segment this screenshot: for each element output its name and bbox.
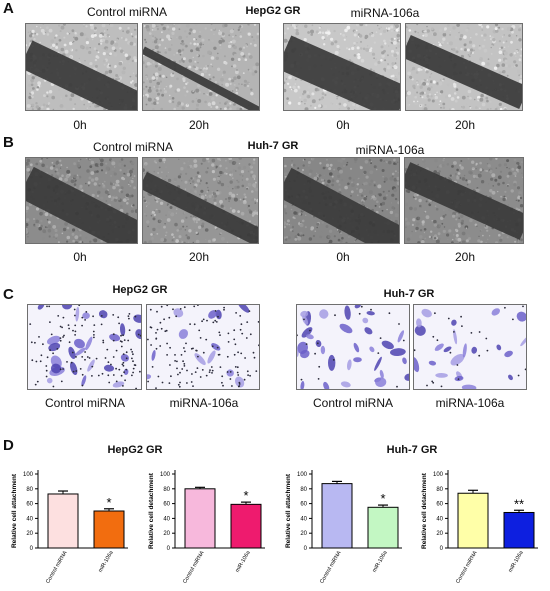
time-label-b1: 0h: [73, 250, 87, 264]
panel-a-group-mirna: miRNA-106a: [350, 6, 420, 20]
y-tick-label: 60: [26, 502, 33, 508]
x-category-label: Control miRNA: [182, 550, 206, 585]
bar-chart-hepg2-detachment: 0 20 40 60 80 100 Relative cell detachment Cont…: [137, 458, 277, 591]
y-tick-label: 60: [436, 502, 443, 508]
y-tick-label: 0: [30, 546, 34, 552]
y-axis-label: Relative cell attachment: [285, 473, 292, 548]
panel-b-cell-line: Huh-7 GR: [247, 140, 299, 152]
y-tick-label: 60: [300, 502, 307, 508]
wound-image-hepg2-mirna-0h: [283, 23, 401, 111]
time-label-a1: 0h: [73, 118, 87, 132]
bar-chart-huh7-attachment: 0 20 40 60 80 100 Relative cell attachment Cont…: [274, 458, 414, 591]
transwell-image-hepg2-mirna: [146, 304, 260, 390]
wound-image-huh7-mirna-0h: [283, 157, 400, 244]
x-category-label: Control miRNA: [45, 550, 69, 585]
y-tick-label: 80: [163, 487, 170, 493]
y-tick-label: 0: [304, 546, 308, 552]
time-label-b4: 20h: [454, 250, 476, 264]
wound-image-hepg2-control-0h: [25, 23, 138, 111]
panel-c-letter: C: [3, 286, 14, 303]
y-tick-label: 100: [433, 472, 444, 478]
bar: [457, 492, 489, 549]
wound-image-hepg2-mirna-20h: [405, 23, 523, 111]
panel-b-letter: B: [3, 134, 14, 151]
y-axis-label: Relative cell attachment: [11, 473, 18, 548]
time-label-a2: 20h: [188, 118, 210, 132]
x-category-label: miR-106a: [235, 549, 253, 573]
x-category-label: Control miRNA: [319, 550, 343, 585]
y-tick-label: 100: [297, 472, 308, 478]
bar: [47, 493, 79, 549]
panel-c-caption-1: Control miRNA: [44, 396, 125, 410]
bar-chart-huh7-detachment: 0 20 40 60 80 100 Relative cell detachment Cont…: [410, 458, 550, 591]
y-tick-label: 40: [436, 516, 443, 522]
panel-c-caption-2: miRNA-106a: [169, 396, 239, 410]
bar: [367, 506, 399, 549]
panel-b-group-control: Control miRNA: [92, 140, 173, 154]
transwell-image-huh7-mirna: [413, 304, 527, 390]
transwell-image-huh7-control: [296, 304, 410, 390]
y-tick-label: 40: [26, 516, 33, 522]
panel-d-cell-line-huh7: Huh-7 GR: [386, 444, 438, 456]
panel-c-cell-line-hepg2: HepG2 GR: [112, 284, 168, 296]
transwell-image-hepg2-control: [27, 304, 142, 390]
y-axis-label: Relative cell detachment: [148, 472, 155, 549]
y-tick-label: 80: [300, 487, 307, 493]
y-tick-label: 20: [436, 531, 443, 537]
significance-marker: *: [106, 495, 111, 510]
y-tick-label: 60: [163, 502, 170, 508]
time-label-b2: 20h: [188, 250, 210, 264]
y-tick-label: 40: [163, 516, 170, 522]
bar-chart-hepg2-attachment: 0 20 40 60 80 100 Relative cell attachment Cont…: [0, 458, 140, 591]
y-tick-label: 20: [300, 531, 307, 537]
bar: [321, 483, 353, 549]
x-category-label: miR-106a: [372, 549, 390, 573]
panel-d-letter: D: [3, 437, 14, 454]
wound-image-huh7-mirna-20h: [404, 157, 524, 244]
bar: [503, 511, 535, 549]
wound-image-hepg2-control-20h: [142, 23, 260, 111]
y-tick-label: 80: [436, 487, 443, 493]
time-label-b3: 0h: [336, 250, 350, 264]
bar: [230, 503, 262, 549]
panel-a-letter: A: [3, 0, 14, 17]
panel-a-group-control: Control miRNA: [86, 5, 167, 19]
wound-image-huh7-control-0h: [25, 157, 138, 244]
y-tick-label: 0: [440, 546, 444, 552]
bar: [184, 488, 216, 549]
wound-image-huh7-control-20h: [142, 157, 259, 244]
y-tick-label: 80: [26, 487, 33, 493]
y-axis-label: Relative cell detachment: [421, 472, 428, 549]
y-tick-label: 100: [23, 472, 34, 478]
bar: [93, 510, 125, 549]
panel-c-caption-3: Control miRNA: [312, 396, 393, 410]
time-label-a3: 0h: [336, 118, 350, 132]
y-tick-label: 40: [300, 516, 307, 522]
y-tick-label: 20: [163, 531, 170, 537]
x-category-label: miR-106a: [98, 549, 116, 573]
y-tick-label: 20: [26, 531, 33, 537]
panel-c-cell-line-huh7: Huh-7 GR: [383, 288, 435, 300]
significance-marker: **: [514, 496, 524, 511]
y-tick-label: 0: [167, 546, 171, 552]
time-label-a4: 20h: [454, 118, 476, 132]
x-category-label: miR-106a: [508, 549, 526, 573]
significance-marker: *: [380, 491, 385, 506]
significance-marker: *: [243, 488, 248, 503]
panel-b-group-mirna: miRNA-106a: [355, 143, 425, 157]
x-category-label: Control miRNA: [455, 550, 479, 585]
panel-c-caption-4: miRNA-106a: [435, 396, 505, 410]
y-tick-label: 100: [160, 472, 171, 478]
panel-d-cell-line-hepg2: HepG2 GR: [107, 444, 163, 456]
panel-a-cell-line: HepG2 GR: [245, 5, 301, 17]
